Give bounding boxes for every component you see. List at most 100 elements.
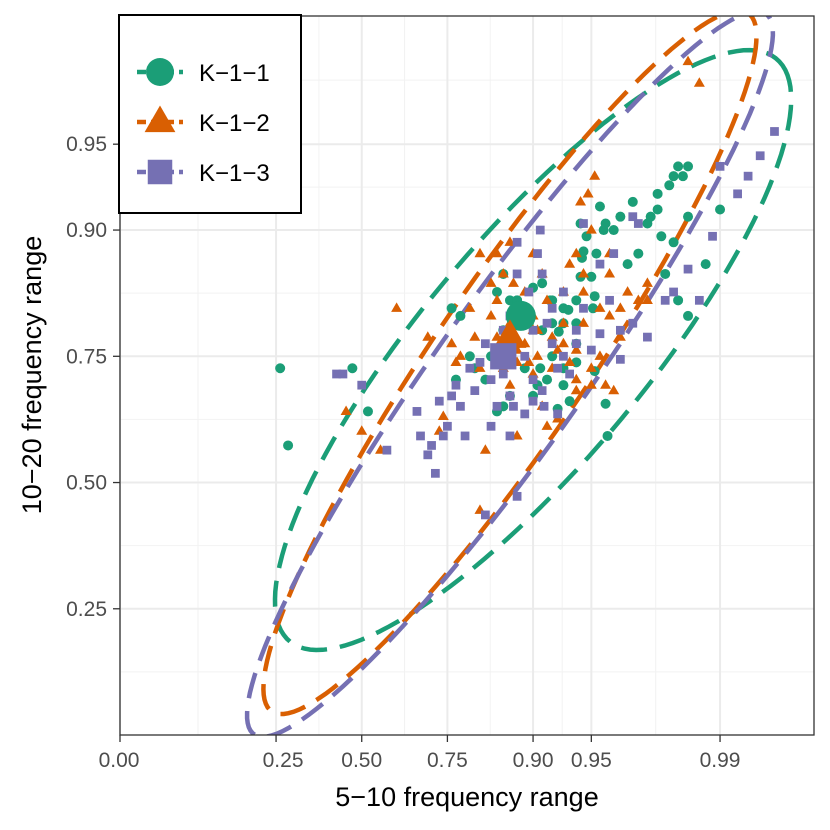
data-point: [575, 195, 587, 206]
data-point: [474, 362, 486, 372]
data-point: [422, 331, 434, 341]
x-tick-label: 0.25: [263, 749, 304, 772]
data-point: [633, 219, 643, 228]
data-point: [524, 287, 534, 297]
data-point: [673, 295, 684, 306]
data-point: [528, 325, 538, 335]
data-point: [563, 304, 574, 315]
data-point: [511, 430, 523, 440]
data-point: [594, 302, 606, 312]
data-point: [564, 258, 576, 268]
data-point: [547, 351, 558, 362]
data-point: [585, 224, 597, 234]
data-point: [586, 345, 596, 355]
legend-key-marker: [144, 105, 176, 133]
legend-label: K−1−2: [199, 110, 270, 137]
data-point: [437, 410, 449, 421]
data-point: [609, 249, 619, 258]
y-axis-title: 10−20 frequency range: [17, 236, 47, 514]
y-tick-label: 0.75: [66, 345, 107, 368]
data-point: [608, 225, 619, 236]
data-point: [608, 384, 620, 395]
data-point: [683, 310, 694, 321]
data-point: [512, 237, 522, 247]
data-point: [486, 421, 496, 431]
data-point: [633, 248, 644, 259]
data-point: [464, 351, 475, 362]
data-point: [509, 401, 518, 411]
data-point: [770, 127, 779, 136]
x-tick-label: 0.75: [427, 749, 468, 772]
data-point: [451, 380, 461, 390]
data-point: [577, 286, 589, 296]
data-point: [450, 356, 462, 366]
data-point: [427, 441, 436, 450]
data-point: [470, 386, 480, 395]
data-point: [628, 212, 638, 222]
data-point: [464, 302, 476, 312]
data-point: [694, 295, 704, 305]
data-point: [460, 431, 470, 441]
data-point: [382, 445, 392, 455]
data-point: [492, 401, 502, 411]
data-point: [682, 55, 694, 66]
data-point: [553, 363, 563, 373]
data-point: [570, 373, 582, 384]
confidence-ellipse: [261, 16, 759, 717]
data-point: [668, 237, 679, 248]
data-point: [683, 264, 693, 274]
data-point: [446, 303, 457, 314]
x-tick-label: 0.00: [99, 749, 140, 772]
x-tick-label: 0.50: [341, 749, 382, 772]
data-point: [505, 431, 515, 441]
data-point: [423, 450, 433, 460]
data-point: [480, 339, 490, 349]
data-point: [570, 344, 582, 354]
data-point: [535, 363, 546, 374]
data-point: [660, 268, 671, 279]
data-point: [715, 204, 726, 215]
confidence-ellipses: [244, 16, 794, 735]
data-point: [541, 294, 553, 304]
data-point: [615, 211, 626, 222]
data-point: [683, 161, 694, 172]
plot-border: [119, 15, 815, 736]
data-point: [507, 277, 519, 287]
data-point: [443, 421, 452, 431]
data-point: [475, 357, 485, 367]
data-point: [600, 218, 611, 229]
data-point: [512, 269, 522, 279]
data-point: [542, 374, 553, 385]
data-point: [528, 396, 538, 406]
data-point: [715, 161, 725, 171]
legend-key-marker: [147, 159, 173, 185]
data-point: [627, 196, 638, 207]
x-tick-label: 0.95: [571, 749, 612, 772]
centroid-marker: [493, 319, 527, 348]
confidence-ellipse: [272, 47, 794, 653]
data-point: [338, 369, 348, 379]
data-point: [537, 269, 547, 279]
y-tick-label: 0.50: [66, 472, 107, 495]
data-point: [600, 398, 611, 409]
data-point: [668, 171, 679, 182]
data-point: [614, 302, 626, 312]
data-point: [673, 161, 684, 172]
data-point: [677, 171, 688, 182]
data-point: [553, 409, 563, 419]
centroid-marker: [505, 300, 536, 331]
data-point: [438, 431, 448, 441]
x-tick-label: 0.90: [513, 749, 554, 772]
data-point: [546, 331, 558, 341]
data-point: [505, 391, 515, 401]
data-point: [632, 294, 644, 304]
data-point: [356, 425, 368, 435]
data-point: [641, 294, 653, 304]
data-point: [643, 332, 652, 342]
x-axis-title: 5−10 frequency range: [335, 782, 598, 812]
data-point: [559, 287, 568, 297]
confidence-ellipse: [244, 16, 776, 735]
data-point: [491, 294, 503, 304]
y-tick-label: 0.90: [66, 219, 107, 242]
